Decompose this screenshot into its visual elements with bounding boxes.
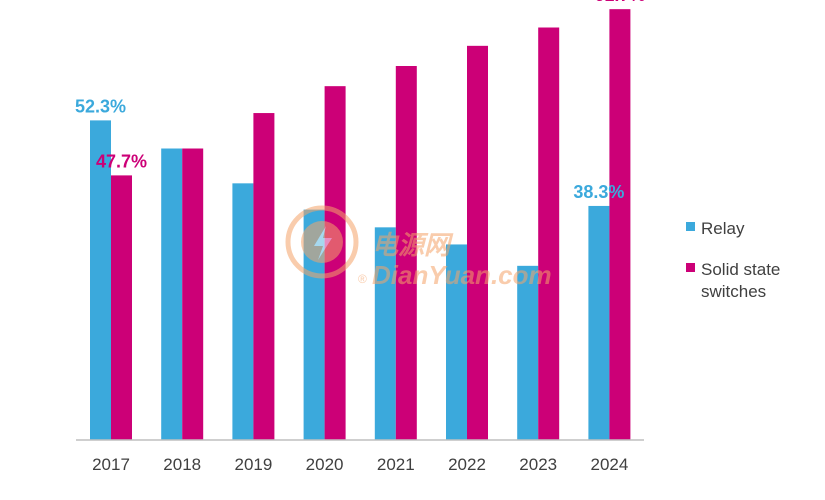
data-label-relay-2017: 52.3% — [75, 96, 126, 116]
x-tick-label-2021: 2021 — [377, 455, 415, 474]
watermark: 电源网 ® DianYuan.com — [285, 205, 552, 290]
bar-relay-2023 — [517, 265, 539, 440]
legend-swatch-1 — [686, 263, 695, 272]
watermark-logo-icon — [285, 205, 359, 279]
x-tick-label-2018: 2018 — [163, 455, 201, 474]
bar-relay-2024 — [588, 205, 610, 440]
data-label-solid-state-2024: 61.7% — [594, 0, 645, 5]
legend: Relay Solid state switches — [686, 219, 780, 301]
x-tick-labels: 2017 2018 2019 2020 2021 2022 2023 2024 — [92, 455, 628, 474]
bar-solid-state-2024 — [609, 9, 631, 441]
data-label-relay-2024: 38.3% — [573, 182, 624, 202]
watermark-reg-mark: ® — [358, 272, 367, 286]
bar-relay-2017 — [90, 120, 111, 440]
bar-solid-state-2021 — [395, 66, 417, 440]
bar-relay-2020 — [303, 209, 325, 440]
legend-label-0-line-0: Relay — [701, 219, 745, 238]
bar-solid-state-2019 — [253, 113, 275, 441]
bar-solid-state-2022 — [467, 45, 488, 440]
x-tick-label-2020: 2020 — [306, 455, 344, 474]
x-tick-label-2017: 2017 — [92, 455, 130, 474]
bar-solid-state-2017 — [111, 175, 132, 440]
bar-relay-2022 — [446, 244, 467, 440]
x-tick-label-2022: 2022 — [448, 455, 486, 474]
bar-solid-state-2018 — [182, 148, 204, 440]
x-tick-label-2023: 2023 — [519, 455, 557, 474]
data-labels: 52.3% 47.7% 38.3% 61.7% — [75, 0, 645, 202]
legend-swatch-0 — [686, 222, 695, 231]
legend-label-1-line-1: switches — [701, 282, 766, 301]
x-tick-label-2019: 2019 — [234, 455, 272, 474]
bar-solid-state-2023 — [538, 27, 560, 440]
legend-label-1-line-0: Solid state — [701, 260, 780, 279]
bars-layer — [90, 9, 631, 441]
data-label-solid-state-2017: 47.7% — [96, 151, 147, 171]
watermark-cn-text: 电源网 — [372, 230, 454, 260]
bar-relay-2021 — [374, 227, 396, 440]
bar-solid-state-2020 — [324, 86, 346, 441]
bar-relay-2018 — [161, 148, 183, 440]
watermark-en-text: DianYuan.com — [372, 260, 552, 290]
x-tick-label-2024: 2024 — [590, 455, 628, 474]
bar-relay-2019 — [232, 183, 254, 441]
